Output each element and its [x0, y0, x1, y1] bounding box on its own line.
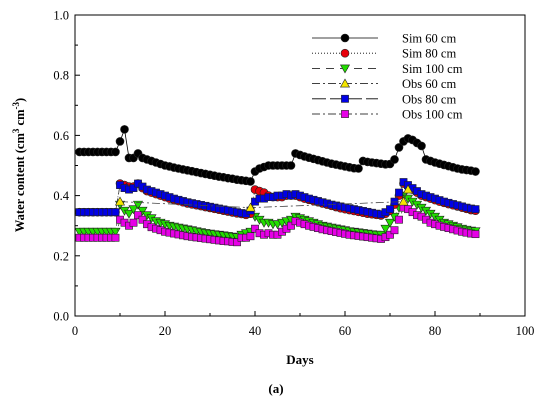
data-point-obs-100-cm — [287, 221, 295, 230]
data-point-obs-100-cm — [111, 233, 120, 242]
data-point-obs-100-cm — [395, 215, 403, 224]
y-tick-label: 0.0 — [53, 310, 69, 324]
data-point-sim-60-cm — [417, 141, 426, 151]
data-point-obs-60-cm — [245, 202, 256, 212]
y-axis-label-end: ) — [13, 98, 27, 102]
data-point-sim-100-cm — [128, 205, 139, 215]
data-point-sim-60-cm — [471, 167, 480, 176]
series-sim-100-cm — [74, 191, 481, 243]
legend-marker — [340, 48, 350, 58]
x-tick-label: 0 — [72, 324, 78, 338]
legend-label: Sim 60 cm — [402, 32, 456, 46]
figure-caption: (a) — [268, 381, 283, 396]
data-point-obs-100-cm — [390, 226, 399, 235]
data-point-sim-100-cm — [123, 209, 135, 219]
legend-item-sim-80-cm: Sim 80 cm — [312, 47, 456, 61]
legend-label: Obs 100 cm — [402, 108, 463, 122]
data-point-obs-100-cm — [138, 215, 147, 224]
data-point-sim-100-cm — [137, 206, 148, 216]
data-point-sim-100-cm — [384, 218, 396, 228]
series-layer — [74, 125, 481, 247]
x-axis-label: Days — [286, 352, 313, 367]
data-point-obs-60-cm — [114, 196, 126, 206]
data-point-sim-60-cm — [394, 143, 404, 152]
x-tick-label: 100 — [516, 324, 535, 338]
y-tick-label: 0.2 — [53, 249, 69, 263]
y-tick-label: 1.0 — [53, 9, 69, 23]
y-tick-label: 0.8 — [53, 69, 69, 83]
y-tick-label: 0.4 — [53, 189, 69, 203]
plot-frame — [74, 14, 526, 317]
legend-item-sim-100-cm: Sim 100 cm — [312, 62, 463, 76]
data-point-sim-60-cm — [246, 177, 255, 186]
legend-marker — [340, 33, 350, 43]
legend-marker — [341, 110, 349, 118]
legend-item-obs-60-cm: Obs 60 cm — [312, 77, 456, 91]
series-obs-60-cm — [114, 184, 414, 212]
data-point-obs-100-cm — [233, 238, 241, 247]
data-point-obs-80-cm — [129, 184, 138, 192]
series-line-obs-60-cm — [119, 189, 409, 209]
data-point-sim-100-cm — [380, 224, 391, 234]
legend-label: Obs 80 cm — [402, 92, 456, 106]
y-axis-label-sup-1: 3 — [11, 128, 21, 133]
series-sim-60-cm — [75, 125, 480, 186]
data-point-sim-60-cm — [354, 164, 363, 173]
data-point-obs-100-cm — [386, 230, 394, 239]
legend-item-obs-100-cm: Obs 100 cm — [312, 108, 463, 122]
legend-label: Sim 100 cm — [402, 62, 463, 76]
data-point-sim-100-cm — [132, 200, 144, 210]
data-point-obs-100-cm — [246, 232, 255, 241]
data-point-obs-100-cm — [471, 230, 480, 239]
data-point-sim-60-cm — [120, 125, 129, 134]
y-axis-label-main: Water content (cm — [13, 133, 27, 233]
data-point-obs-80-cm — [111, 208, 120, 217]
data-point-obs-100-cm — [251, 224, 259, 233]
data-point-sim-60-cm — [390, 155, 399, 164]
y-axis-label-sup-2: -3 — [11, 102, 21, 110]
data-point-sim-60-cm — [111, 147, 120, 157]
data-point-sim-60-cm — [286, 161, 296, 170]
data-point-obs-80-cm — [386, 205, 394, 214]
data-point-obs-60-cm — [402, 184, 414, 194]
legend-marker — [339, 64, 351, 74]
legend-marker — [339, 78, 351, 88]
legend-item-sim-60-cm: Sim 60 cm — [312, 32, 456, 46]
legend-item-obs-80-cm: Obs 80 cm — [312, 92, 456, 106]
legend-label: Obs 60 cm — [402, 77, 456, 91]
x-tick-label: 80 — [429, 324, 442, 338]
data-point-obs-60-cm — [398, 196, 409, 206]
data-point-obs-80-cm — [395, 188, 403, 197]
legend-marker — [341, 94, 349, 103]
y-tick-label: 0.6 — [53, 129, 69, 143]
x-tick-label: 60 — [339, 324, 352, 338]
data-point-obs-100-cm — [134, 211, 142, 220]
data-point-sim-60-cm — [115, 137, 125, 146]
legend-label: Sim 80 cm — [402, 47, 456, 61]
series-obs-100-cm — [75, 203, 480, 247]
y-axis-label-mid: cm — [13, 109, 27, 129]
x-tick-label: 40 — [249, 324, 262, 338]
y-axis-label: Water content (cm3 cm-3) — [11, 98, 27, 232]
axes-layer: 0 20 40 60 80 100 0.0 0.2 0.4 0.6 0.8 1.0 — [53, 9, 534, 339]
data-point-obs-80-cm — [471, 205, 480, 214]
data-point-obs-100-cm — [129, 218, 138, 227]
x-tick-label: 20 — [159, 324, 172, 338]
